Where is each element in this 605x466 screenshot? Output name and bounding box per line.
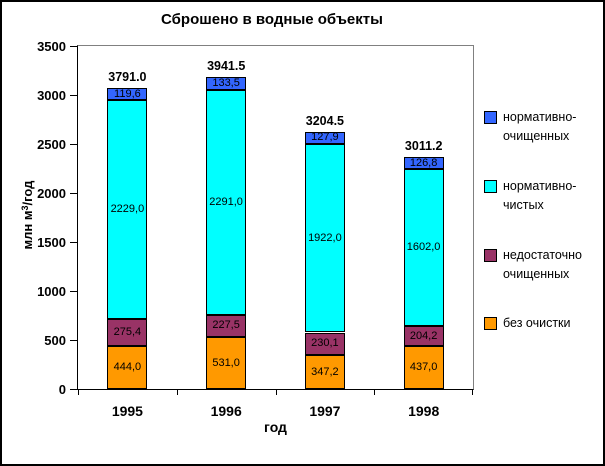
y-axis-tick-label: 1500 — [37, 235, 66, 250]
legend-color-swatch — [484, 248, 497, 262]
legend-color-swatch — [484, 111, 497, 124]
bar-segment-value-label: 204,2 — [409, 329, 438, 342]
y-axis-tick-label: 0 — [58, 382, 66, 397]
bar-total-label: 3204.5 — [305, 113, 345, 128]
y-axis-tick-label: 1000 — [37, 284, 66, 299]
y-axis-tick-mark — [70, 242, 78, 243]
bar-segment-1998[interactable]: 204,2 — [403, 326, 444, 347]
y-axis-tick-mark — [70, 144, 78, 145]
y-axis-tick-label: 2500 — [37, 137, 66, 152]
chart-title: Сброшено в водные объекты — [161, 11, 383, 28]
x-axis-category-label: 1998 — [408, 403, 440, 419]
bar-segment-1998[interactable]: 437,0 — [403, 346, 444, 389]
bar-segment-value-label: 127,9 — [311, 131, 339, 144]
x-axis-tick-mark — [276, 390, 277, 395]
bar-segment-value-label: 227,5 — [212, 319, 240, 332]
x-axis-category-label: 1996 — [210, 403, 242, 419]
bar-segment-value-label: 119,6 — [114, 87, 141, 100]
bar-segment-1997[interactable]: 1922,0 — [304, 144, 345, 333]
bar-segment-1995[interactable]: 444,0 — [107, 345, 148, 389]
bar-segment-1998[interactable]: 1602,0 — [403, 169, 444, 327]
y-axis-tick-mark — [70, 389, 78, 390]
y-axis-tick-label: 3500 — [37, 39, 66, 54]
bar-segment-1998[interactable]: 126,8 — [403, 156, 444, 170]
x-axis-tick-mark — [78, 390, 79, 395]
x-axis-tick-mark — [472, 390, 473, 395]
bar-segment-value-label: 126,8 — [409, 156, 438, 169]
bar-segment-1996[interactable]: 227,5 — [206, 314, 247, 337]
bar-segment-value-label: 437,0 — [409, 361, 438, 374]
bar-segment-1997[interactable]: 127,9 — [304, 131, 345, 145]
legend-item-label: нормативно-очищенных — [503, 110, 577, 144]
legend-item-label: нормативно-чистых — [503, 178, 577, 213]
bar-total-label: 3941.5 — [207, 59, 246, 74]
bar-segment-1996[interactable]: 133,5 — [206, 77, 247, 91]
bar-segment-value-label: 444,0 — [113, 360, 142, 373]
bar-segment-1995[interactable]: 275,4 — [107, 318, 148, 346]
legend-item[interactable]: без очистки — [484, 314, 603, 333]
bar-segment-value-label: 133,5 — [212, 77, 240, 90]
legend-item[interactable]: нормативно-чистых — [484, 177, 603, 216]
bar-segment-value-label: 230,1 — [311, 337, 339, 350]
bar-segment-value-label: 2229,0 — [110, 202, 145, 215]
plot-area: год 0 500 1000 1500 2000 2500 3000 3500 444,0 275… — [37, 39, 474, 435]
y-axis-title-superscript: 3 — [20, 205, 30, 211]
legend-item-label: недостаточно очищенных — [503, 247, 582, 281]
bar-segment-value-label: 531,0 — [212, 356, 240, 369]
bar-segment-value-label: 2291,0 — [209, 195, 243, 208]
x-axis-category-label: 1995 — [111, 403, 143, 419]
legend-item[interactable]: недостаточно очищенных — [484, 246, 603, 285]
y-axis-tick-label: 3000 — [37, 88, 66, 103]
x-axis-category-label: 1997 — [309, 403, 341, 419]
legend: нормативно-очищенных нормативно-чистых нед… — [484, 108, 603, 334]
bar-segment-value-label: 347,2 — [311, 365, 339, 378]
legend-color-swatch — [484, 317, 497, 331]
bar-segment-1997[interactable]: 230,1 — [304, 332, 345, 355]
y-axis-title: млн м3/год — [16, 135, 35, 295]
y-axis-tick-mark — [70, 291, 78, 292]
y-axis-tick-mark — [70, 95, 78, 96]
legend-color-swatch — [484, 179, 497, 193]
legend-item[interactable]: нормативно-очищенных — [484, 108, 603, 147]
y-axis-tick-mark — [70, 46, 78, 47]
bar-segment-value-label: 1602,0 — [406, 241, 441, 254]
y-axis-tick-label: 2000 — [37, 186, 66, 201]
legend-item-label: без очистки — [503, 316, 571, 331]
bar-segment-1997[interactable]: 347,2 — [304, 355, 345, 389]
bar-total-label: 3791.0 — [108, 70, 147, 85]
x-axis-tick-mark — [177, 390, 178, 395]
bar-segment-1996[interactable]: 2291,0 — [206, 90, 247, 315]
x-axis-title: год — [264, 419, 287, 435]
y-axis-tick-mark — [70, 340, 78, 341]
bar-segment-1995[interactable]: 119,6 — [107, 87, 148, 101]
bar-segment-1996[interactable]: 531,0 — [206, 337, 247, 389]
bar-total-label: 3011.2 — [404, 138, 443, 153]
bar-segment-value-label: 275,4 — [113, 325, 142, 338]
bar-segment-value-label: 1922,0 — [308, 231, 342, 244]
y-axis-tick-mark — [70, 193, 78, 194]
x-axis-tick-mark — [374, 390, 375, 395]
y-axis-tick-label: 500 — [44, 333, 66, 348]
bar-segment-1995[interactable]: 2229,0 — [107, 100, 148, 319]
